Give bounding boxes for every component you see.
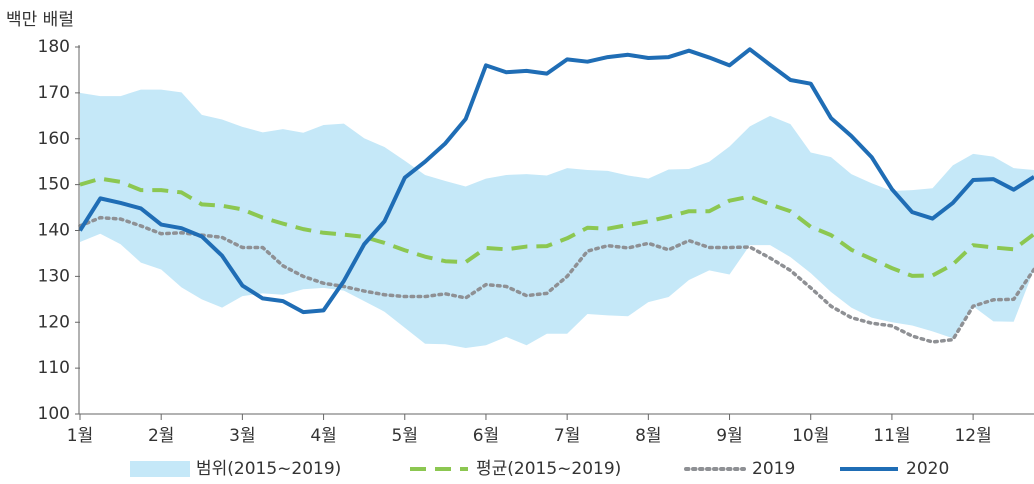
legend-label: 2020	[906, 459, 949, 479]
y-axis-label: 백만 배럴	[6, 10, 74, 30]
series-line	[78, 215, 1034, 344]
legend-label: 범위(2015~2019)	[196, 459, 341, 479]
legend-label: 2019	[752, 459, 795, 479]
x-tick-label: 3월	[229, 426, 255, 446]
y-tick-label: 150	[38, 175, 70, 195]
y-tick-label: 140	[38, 221, 70, 241]
legend-label: 평균(2015~2019)	[476, 459, 621, 479]
x-tick-label: 5월	[392, 426, 418, 446]
y-tick-label: 120	[38, 312, 70, 332]
series-line	[78, 47, 1034, 315]
series-line	[79, 176, 1034, 278]
x-tick-label: 9월	[716, 426, 742, 446]
x-tick-label: 11월	[873, 426, 910, 446]
x-tick-label: 2월	[148, 426, 174, 446]
x-tick-label: 10월	[792, 426, 829, 446]
x-tick-label: 12월	[954, 426, 991, 446]
y-tick-label: 110	[38, 358, 70, 378]
y-tick-label: 170	[38, 83, 70, 103]
range-band	[80, 89, 1034, 348]
x-tick-label: 8월	[635, 426, 661, 446]
x-tick-label: 7월	[554, 426, 580, 446]
y-tick-label: 100	[38, 404, 70, 424]
y-tick-label: 180	[38, 37, 70, 57]
x-tick-label: 4월	[310, 426, 336, 446]
y-tick-label: 160	[38, 129, 70, 149]
x-tick-label: 6월	[473, 426, 499, 446]
legend-swatch	[130, 461, 190, 477]
y-tick-label: 130	[38, 266, 70, 286]
x-tick-label: 1월	[67, 426, 93, 446]
